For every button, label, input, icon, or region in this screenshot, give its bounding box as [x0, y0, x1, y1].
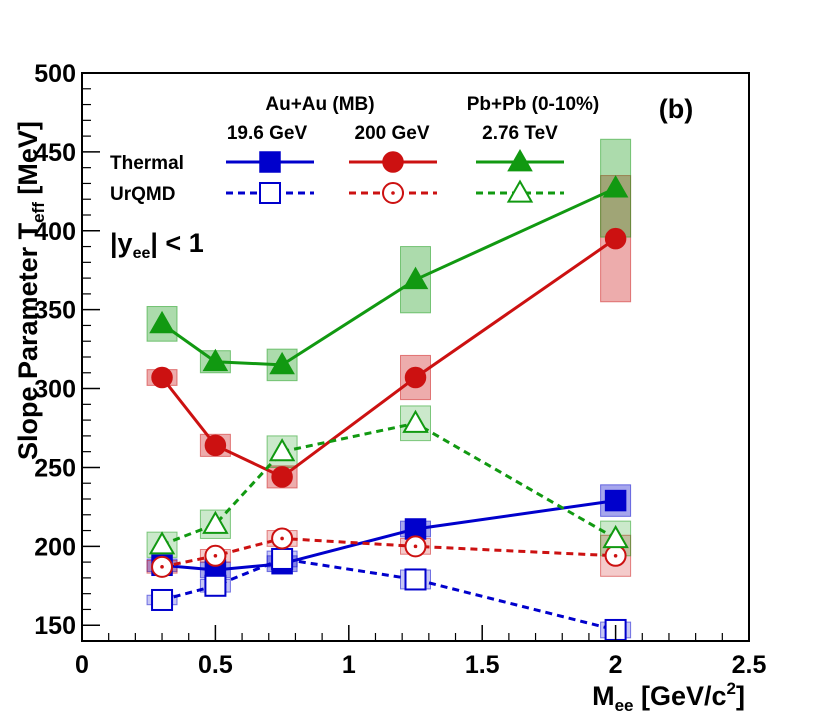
urqmd-19-6-gev-line	[161, 557, 616, 632]
x-tick-label-2: 1	[342, 651, 356, 679]
urqmd-19-6-gev-legend-marker	[259, 182, 281, 204]
y-tick-label-2: 250	[34, 454, 76, 482]
legend: Au+Au (MB) Pb+Pb (0-10%) 19.6 GeV 200 Ge…	[110, 94, 599, 262]
legend-energy-200: 200 GeV	[355, 123, 430, 144]
thermal-2-76-tev-point-1	[202, 348, 229, 372]
y-axis-title: Slope Parameter Teff [MeV]	[13, 121, 48, 460]
thermal-2-76-tev-legend-marker	[507, 148, 533, 172]
urqmd-200-gev-point-0-dot	[160, 565, 164, 569]
x-tick-label-4: 2	[609, 651, 623, 679]
x-tick-label-5: 2.5	[732, 651, 767, 679]
thermal-2-76-tev-line	[161, 186, 617, 367]
urqmd-200-gev-legend-marker-dot	[391, 191, 395, 195]
urqmd-19-6-gev-point-1	[204, 574, 227, 597]
thermal-2-76-tev-point-0	[149, 310, 175, 334]
y-tick-label-0: 150	[34, 612, 76, 640]
legend-row-urqmd: UrQMD	[110, 184, 175, 205]
legend-system-auau: Au+Au (MB)	[265, 94, 374, 115]
urqmd-2-76-tev-point-4	[602, 524, 629, 549]
urqmd-19-6-gev-point-3	[404, 568, 427, 591]
thermal-200-gev-legend-marker	[382, 151, 404, 173]
thermal-2-76-tev-point-4	[602, 175, 629, 198]
legend-row-thermal: Thermal	[110, 153, 184, 174]
urqmd-2-76-tev-point-2	[268, 438, 296, 462]
x-tick-label-1: 0.5	[198, 651, 233, 679]
y-tick-label-7: 500	[34, 60, 76, 88]
thermal-200-gev-point-2	[271, 466, 293, 488]
urqmd-19-6-gev-point-0	[151, 588, 174, 611]
legend-samples	[226, 148, 564, 204]
thermal-200-gev-point-0	[151, 366, 173, 389]
legend-rapidity-cut: |yee| < 1	[110, 228, 204, 262]
urqmd-2-76-tev-legend-marker	[506, 179, 534, 203]
urqmd-2-76-tev-line	[161, 421, 617, 547]
urqmd-200-gev-point-4-dot	[613, 554, 618, 558]
series-markers	[148, 175, 629, 641]
thermal-2-76-tev-point-2	[269, 351, 295, 375]
legend-energy-19: 19.6 GeV	[227, 123, 308, 144]
axis-ticks: 0 0.5 1 1.5 2 2.5 150 200 250 300 350 400 450 500	[34, 60, 766, 679]
urqmd-2-76-tev-point-0	[148, 531, 176, 555]
urqmd-2-76-tev-point-1	[202, 510, 229, 534]
urqmd-19-6-gev-point-2	[271, 547, 294, 570]
x-axis-title: Mee [GeV/c2]	[592, 679, 745, 715]
y-tick-label-3: 300	[34, 376, 76, 404]
urqmd-2-76-tev-point-3	[402, 409, 429, 433]
thermal-200-gev-point-3	[404, 366, 427, 389]
thermal-2-76-tev-point-3	[402, 266, 429, 290]
x-tick-label-3: 1.5	[465, 651, 500, 679]
thermal-19-6-gev-legend-marker	[259, 151, 281, 173]
x-tick-label-0: 0	[75, 651, 89, 679]
urqmd-200-gev-point-3-dot	[413, 544, 418, 549]
panel-label: (b)	[659, 94, 693, 124]
y-tick-label-4: 350	[34, 297, 76, 325]
legend-energy-276: 2.76 TeV	[482, 123, 558, 144]
urqmd-200-gev-point-2-dot	[280, 536, 284, 541]
thermal-200-gev-point-4	[604, 227, 627, 250]
urqmd-200-gev-point-1-dot	[213, 554, 218, 558]
thermal-200-gev-point-1	[204, 434, 227, 457]
y-tick-label-5: 400	[34, 218, 76, 246]
thermal-19-6-gev-point-4	[604, 489, 627, 512]
y-tick-label-1: 200	[34, 533, 76, 561]
y-tick-label-6: 450	[34, 139, 76, 167]
legend-system-pbpb: Pb+Pb (0-10%)	[467, 94, 600, 115]
